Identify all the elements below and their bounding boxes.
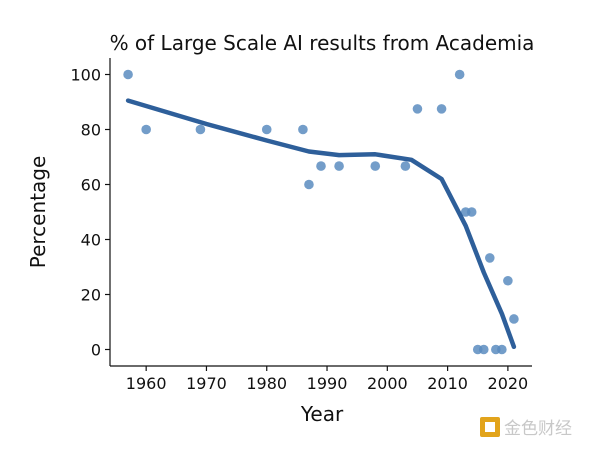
- chart-title: % of Large Scale AI results from Academi…: [110, 31, 535, 55]
- data-point: [497, 344, 507, 355]
- tick-marks: 1960 1970 1980 1990 2000 2010 2020 0 20 40 60 80 100: [70, 66, 528, 394]
- data-point: [400, 161, 411, 171]
- data-point: [334, 161, 344, 171]
- gold-square-logo-icon: [480, 417, 500, 437]
- watermark: 金色财经: [480, 417, 572, 439]
- data-point: [436, 104, 447, 114]
- data-point: [370, 161, 381, 171]
- data-point: [478, 344, 489, 355]
- axes: [109, 58, 532, 367]
- data-point: [304, 179, 314, 190]
- data-point: [509, 314, 519, 324]
- x-tick-label: 1960: [126, 374, 167, 393]
- scatter-points: [123, 69, 519, 355]
- x-tick-label: 1980: [246, 374, 287, 393]
- y-tick-label: 100: [70, 66, 101, 85]
- data-point: [485, 253, 495, 263]
- y-tick-label: 0: [91, 341, 101, 360]
- y-axis-label: Percentage: [26, 156, 50, 269]
- data-point: [195, 124, 206, 135]
- y-tick-label: 60: [81, 176, 101, 195]
- y-tick-label: 20: [81, 286, 101, 305]
- data-point: [316, 161, 326, 171]
- x-axis-label: Year: [300, 402, 344, 426]
- x-tick-label: 1990: [307, 374, 348, 393]
- x-tick-label: 2020: [488, 374, 529, 393]
- data-point: [261, 124, 272, 135]
- trend-line-group: [125, 98, 517, 350]
- x-tick-label: 2010: [427, 374, 468, 393]
- watermark-text: 金色财经: [504, 419, 572, 439]
- data-point: [412, 104, 423, 114]
- data-point: [466, 207, 477, 217]
- x-tick-label: 2000: [367, 374, 408, 393]
- data-point: [141, 124, 151, 135]
- trend-line: [125, 98, 517, 350]
- data-point: [123, 69, 133, 80]
- data-point: [298, 124, 308, 135]
- y-tick-label: 80: [81, 121, 101, 140]
- data-point: [503, 275, 513, 286]
- data-point: [454, 69, 465, 80]
- y-tick-label: 40: [81, 231, 101, 250]
- x-tick-label: 1970: [186, 374, 227, 393]
